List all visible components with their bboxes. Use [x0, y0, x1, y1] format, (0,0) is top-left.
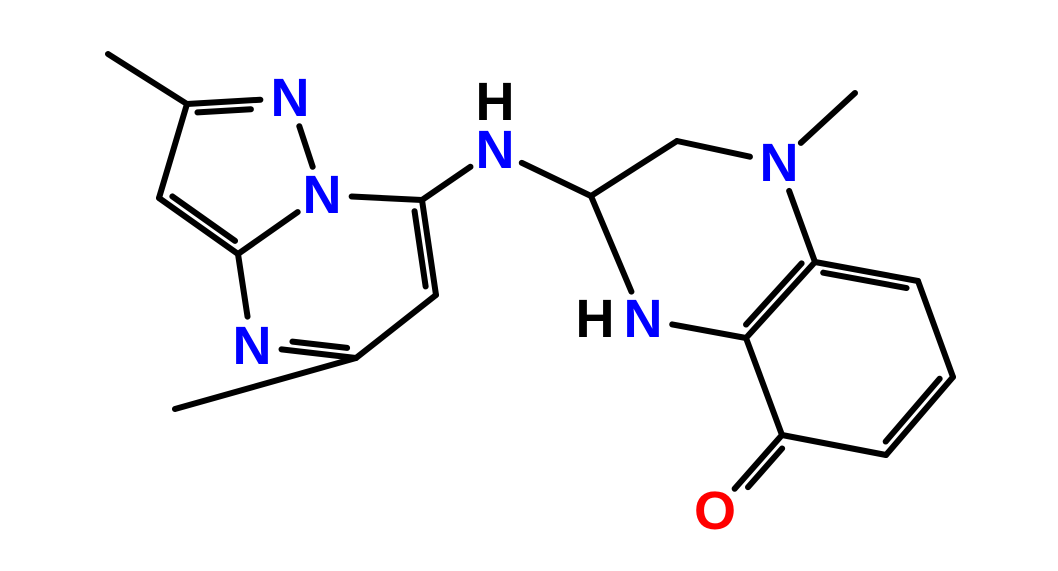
atom-N: N: [233, 316, 272, 376]
atom-N: N: [303, 165, 342, 225]
atom-H: H: [576, 289, 615, 349]
atom-O: O: [694, 481, 736, 541]
atom-N: N: [271, 68, 310, 128]
molecule-diagram: NNNNHNNHO: [0, 0, 1058, 571]
atom-H: H: [476, 72, 515, 132]
atom-N: N: [760, 133, 799, 193]
atom-N: N: [624, 289, 663, 349]
